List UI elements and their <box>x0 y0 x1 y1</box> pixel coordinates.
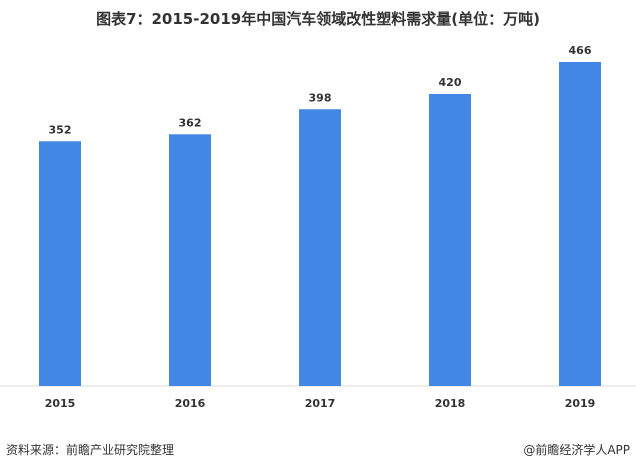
value-labels-group: 352 362 398 420 466 <box>49 44 592 136</box>
x-tick-label-2019: 2019 <box>565 397 596 410</box>
x-tick-label-2018: 2018 <box>435 397 466 410</box>
value-label-2019: 466 <box>569 44 592 57</box>
bar-chart: 352 362 398 420 466 2015 2016 2017 2018 2019 <box>0 44 636 410</box>
footer: 资料来源：前瞻产业研究院整理 @前瞻经济学人APP <box>0 437 636 467</box>
bar-2019 <box>559 62 601 386</box>
bars-group <box>39 62 601 387</box>
x-tick-label-2015: 2015 <box>45 397 76 410</box>
source-note: 资料来源：前瞻产业研究院整理 <box>6 443 175 457</box>
bar-2015 <box>39 141 81 386</box>
brand-credit: @前瞻经济学人APP <box>523 443 630 457</box>
value-label-2016: 362 <box>179 116 202 129</box>
x-tick-label-2016: 2016 <box>175 397 206 410</box>
bar-2018 <box>429 93 471 386</box>
value-label-2017: 398 <box>309 91 332 104</box>
bar-2016 <box>169 134 211 386</box>
chart-title: 图表7：2015-2019年中国汽车领域改性塑料需求量(单位：万吨) <box>96 10 540 28</box>
value-label-2018: 420 <box>439 76 462 89</box>
x-tick-label-2017: 2017 <box>305 397 336 410</box>
bar-2017 <box>299 109 341 387</box>
value-label-2015: 352 <box>49 123 72 136</box>
x-tick-labels-group: 2015 2016 2017 2018 2019 <box>45 397 596 410</box>
